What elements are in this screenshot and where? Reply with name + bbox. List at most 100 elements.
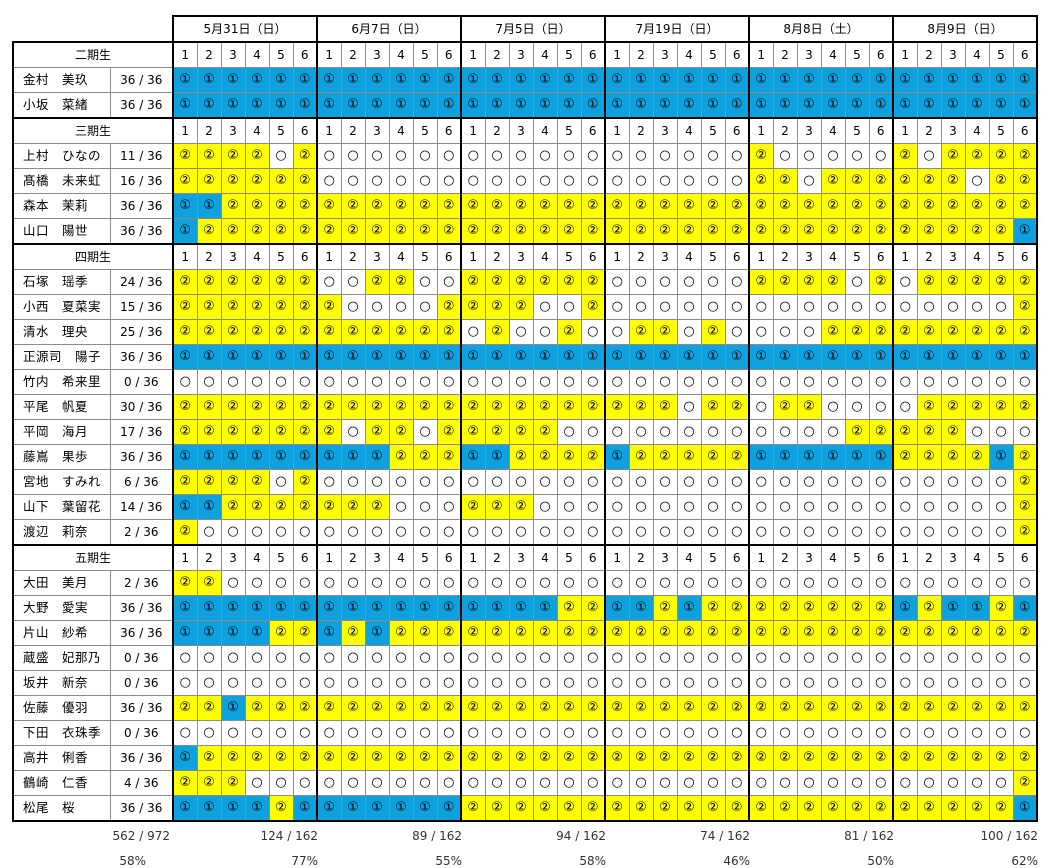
slot-cell: ②	[940, 695, 966, 721]
slot-cell: ②	[508, 494, 534, 520]
slot-cell: ○	[556, 570, 582, 596]
slot-cell: ○	[436, 720, 462, 746]
slot-cell: ②	[268, 695, 294, 721]
slot-number: 6	[292, 544, 318, 571]
slot-cell: ②	[844, 168, 870, 194]
slot-cell: ①	[316, 67, 342, 93]
slot-number: 2	[196, 243, 222, 270]
member-count: 30 / 36	[109, 394, 174, 420]
slot-cell: ○	[412, 143, 438, 169]
slot-number: 4	[676, 243, 702, 270]
slot-number: 6	[436, 117, 462, 144]
slot-number: 1	[604, 117, 630, 144]
slot-cell: ①	[292, 344, 318, 370]
slot-cell: ○	[388, 770, 414, 796]
slot-cell: ○	[796, 670, 822, 696]
slot-cell: ①	[340, 344, 366, 370]
slot-cell: ○	[748, 670, 774, 696]
slot-cell: ○	[604, 494, 630, 520]
slot-cell: ②	[940, 745, 966, 771]
slot-cell: ②	[676, 444, 702, 470]
generation-label: 二期生	[12, 41, 174, 68]
slot-cell: ②	[748, 620, 774, 646]
slot-cell: ○	[820, 369, 846, 395]
slot-cell: ①	[724, 344, 750, 370]
slot-number: 6	[868, 243, 894, 270]
slot-cell: ②	[676, 218, 702, 245]
slot-cell: ○	[364, 369, 390, 395]
slot-number: 1	[316, 243, 342, 270]
slot-cell: ②	[724, 444, 750, 470]
slot-cell: ①	[220, 795, 246, 822]
slot-cell: ②	[244, 469, 270, 495]
slot-cell: ○	[412, 494, 438, 520]
slot-cell: ②	[220, 770, 246, 796]
slot-cell: ②	[1012, 770, 1038, 796]
slot-cell: ②	[988, 193, 1014, 219]
slot-cell: ○	[268, 143, 294, 169]
slot-cell: ○	[844, 143, 870, 169]
slot-cell: ②	[1012, 519, 1038, 546]
slot-number: 3	[796, 41, 822, 68]
slot-cell: ②	[700, 595, 726, 621]
slot-cell: ②	[700, 319, 726, 345]
slot-cell: ②	[484, 269, 510, 295]
slot-cell: ○	[604, 645, 630, 671]
slot-cell: ○	[268, 670, 294, 696]
slot-cell: ○	[628, 369, 654, 395]
slot-cell: ①	[868, 344, 894, 370]
slot-cell: ○	[892, 269, 918, 295]
slot-cell: ○	[964, 570, 990, 596]
slot-cell: ○	[844, 269, 870, 295]
slot-cell: ②	[292, 294, 318, 320]
slot-cell: ①	[412, 92, 438, 119]
date-percent: 50%	[867, 854, 894, 868]
slot-cell: ①	[340, 795, 366, 822]
slot-cell: ○	[988, 645, 1014, 671]
slot-cell: ②	[940, 795, 966, 822]
slot-cell: ②	[340, 319, 366, 345]
slot-cell: ○	[772, 294, 798, 320]
slot-cell: ②	[844, 620, 870, 646]
slot-cell: ②	[388, 269, 414, 295]
member-name: 藤嶌 果歩	[12, 444, 111, 470]
slot-cell: ○	[652, 570, 678, 596]
total-fraction: 562 / 972	[112, 829, 170, 843]
slot-cell: ○	[724, 645, 750, 671]
slot-cell: ②	[580, 695, 606, 721]
slot-cell: ○	[604, 168, 630, 194]
slot-cell: ②	[532, 444, 558, 470]
slot-cell: ○	[892, 369, 918, 395]
slot-cell: ○	[316, 143, 342, 169]
slot-cell: ②	[916, 168, 942, 194]
slot-cell: ②	[172, 469, 198, 495]
slot-cell: ①	[172, 444, 198, 470]
slot-number: 4	[820, 544, 846, 571]
slot-cell: ②	[556, 269, 582, 295]
slot-cell: ①	[460, 344, 486, 370]
slot-cell: ○	[844, 369, 870, 395]
slot-cell: ○	[532, 319, 558, 345]
slot-cell: ○	[676, 419, 702, 445]
slot-cell: ②	[604, 745, 630, 771]
slot-number: 1	[316, 41, 342, 68]
slot-cell: ○	[316, 570, 342, 596]
member-row: 蔵盛 妃那乃 0 / 36 ○ ○ ○ ○ ○ ○ ○ ○ ○ ○ ○ ○ ○ ○ ○ ○ ○ ○ ○ ○ ○ ○ ○ ○ ○ ○ ○ ○…	[12, 645, 1038, 671]
slot-number: 5	[844, 544, 870, 571]
section-header-row: 二期生 1 2 3 4 5 6 1 2 3 4 5 6 1 2 3 4 5 6 1 2 3 4 5 6 1 2 3 4 5 6 1 2 3 4 5 6	[12, 41, 1038, 68]
slot-cell: ②	[916, 595, 942, 621]
slot-cell: ②	[412, 695, 438, 721]
slot-cell: ②	[436, 193, 462, 219]
slot-number: 6	[868, 544, 894, 571]
slot-cell: ①	[388, 67, 414, 93]
slot-cell: ①	[172, 193, 198, 219]
slot-cell: ①	[1012, 344, 1038, 370]
slot-cell: ○	[412, 645, 438, 671]
slot-cell: ①	[964, 344, 990, 370]
slot-cell: ②	[292, 469, 318, 495]
slot-cell: ①	[796, 444, 822, 470]
slot-number: 1	[892, 41, 918, 68]
slot-cell: ○	[172, 720, 198, 746]
slot-cell: ②	[748, 193, 774, 219]
slot-cell: ②	[964, 319, 990, 345]
